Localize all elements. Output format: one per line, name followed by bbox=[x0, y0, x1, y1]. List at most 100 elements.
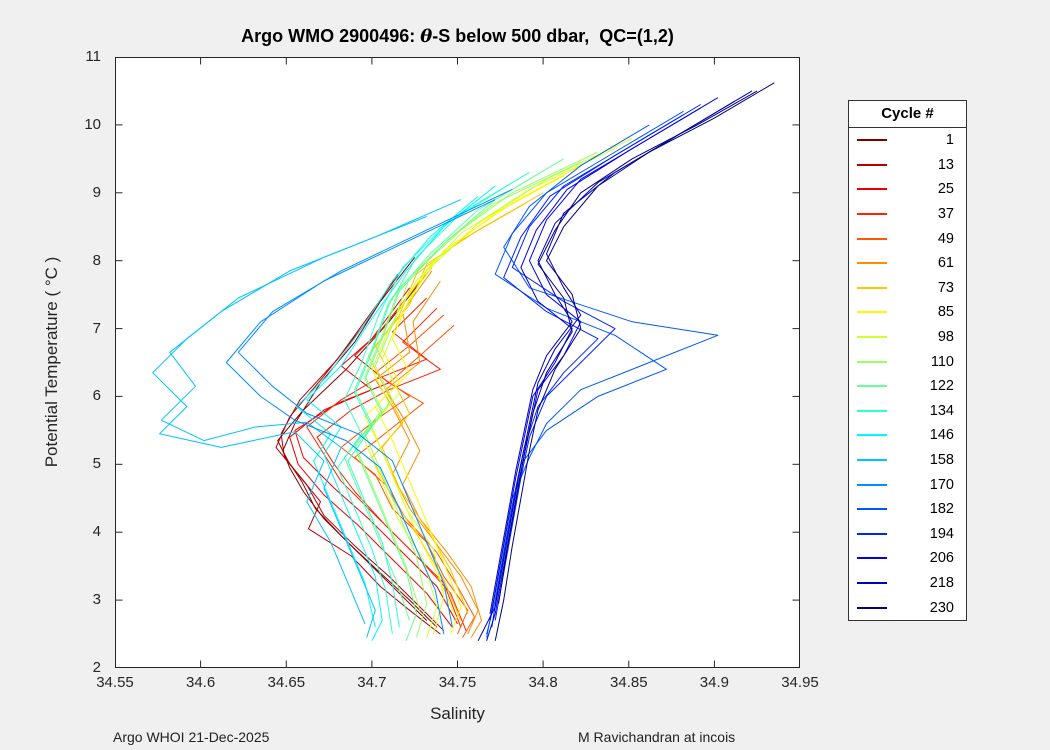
profile-line-cycle-61 bbox=[385, 280, 482, 638]
profile-line-cycle-194 bbox=[491, 114, 684, 628]
profile-line-cycle-170 bbox=[225, 199, 496, 635]
y-tick-label: 11 bbox=[85, 48, 101, 65]
x-axis-tick-labels: 34.55 34.6 34.65 34.7 34.75 34.8 34.85 34.9 34.9… bbox=[96, 674, 819, 694]
chart-title-prefix: Argo WMO 2900496: bbox=[241, 26, 421, 46]
legend-entry-label: 122 bbox=[929, 378, 954, 395]
profile-line-cycle-98 bbox=[362, 148, 616, 638]
legend-entry: 85 bbox=[849, 300, 966, 325]
legend-entry: 182 bbox=[849, 497, 966, 522]
profile-line-cycle-85 bbox=[364, 175, 564, 614]
legend-line-swatch bbox=[857, 286, 887, 289]
legend-entry-label: 182 bbox=[929, 501, 954, 518]
legend-line-swatch bbox=[857, 508, 887, 511]
legend-line-swatch bbox=[857, 532, 887, 535]
y-tick-label: 2 bbox=[92, 659, 101, 676]
legend-entry: 134 bbox=[849, 399, 966, 424]
legend-line-swatch bbox=[857, 557, 887, 560]
legend-entry-label: 194 bbox=[929, 525, 954, 542]
profile-line-cycle-230 bbox=[494, 82, 775, 641]
x-tick-label: 34.95 bbox=[781, 674, 819, 691]
chart-title: Argo WMO 2900496: θ-S below 500 dbar, QC… bbox=[115, 26, 800, 47]
legend-line-swatch bbox=[857, 360, 887, 363]
profile-line-cycle-146 bbox=[296, 195, 479, 628]
legend-entry: 25 bbox=[849, 177, 966, 202]
profile-line-cycle-98 bbox=[371, 138, 633, 635]
profile-line-cycle-122 bbox=[354, 158, 564, 641]
y-axis-tick-labels: 2 3 4 5 6 7 8 9 10 11 bbox=[0, 48, 107, 676]
legend-line-swatch bbox=[857, 606, 887, 609]
legend-line-swatch bbox=[857, 311, 887, 314]
x-tick-label: 34.85 bbox=[610, 674, 648, 691]
y-tick-label: 6 bbox=[92, 387, 101, 405]
profile-line-cycle-218 bbox=[477, 90, 753, 642]
x-tick-label: 34.65 bbox=[267, 674, 306, 691]
legend-entry-label: 218 bbox=[929, 574, 954, 591]
legend-entry: 61 bbox=[849, 251, 966, 276]
legend-entry-label: 1 bbox=[945, 132, 954, 149]
legend-line-swatch bbox=[857, 262, 887, 265]
legend-entry: 158 bbox=[849, 448, 966, 473]
legend-entry-label: 110 bbox=[930, 353, 954, 370]
profile-line-cycle-49 bbox=[354, 324, 476, 638]
y-tick-label: 4 bbox=[92, 523, 101, 541]
legend-line-swatch bbox=[857, 213, 887, 216]
legend-entry: 218 bbox=[849, 571, 966, 596]
theta-s-plot bbox=[115, 57, 800, 668]
legend-entry-label: 206 bbox=[929, 550, 954, 567]
profile-line-cycle-170 bbox=[237, 188, 513, 628]
legend-entry: 1 bbox=[849, 128, 966, 153]
legend-line-swatch bbox=[857, 139, 887, 142]
profile-line-cycle-25 bbox=[289, 287, 453, 628]
legend-entry-label: 158 bbox=[929, 452, 954, 469]
legend: Cycle # 1 13 25 37 49 61 73 85 98 110 122 134 146 158… bbox=[848, 100, 967, 621]
profile-line-cycle-85 bbox=[374, 165, 582, 635]
footer-credit-left: Argo WHOI 21-Dec-2025 bbox=[113, 729, 270, 745]
legend-entry-label: 230 bbox=[929, 599, 954, 616]
legend-line-swatch bbox=[857, 385, 887, 388]
footer-credit-right: M Ravichandran at incois bbox=[578, 729, 736, 745]
x-tick-label: 34.8 bbox=[528, 674, 558, 691]
profile-line-cycle-158 bbox=[152, 216, 427, 625]
legend-line-swatch bbox=[857, 459, 887, 462]
legend-entry-label: 25 bbox=[937, 181, 954, 198]
chart-title-suffix: -S below 500 dbar, QC=(1,2) bbox=[432, 26, 674, 46]
legend-entry-label: 98 bbox=[937, 329, 954, 346]
legend-entry: 13 bbox=[849, 153, 966, 178]
legend-line-swatch bbox=[857, 237, 887, 240]
profile-line-cycle-73 bbox=[374, 192, 544, 614]
profile-line-cycle-73 bbox=[368, 202, 527, 621]
legend-line-swatch bbox=[857, 336, 887, 339]
y-tick-label: 3 bbox=[92, 591, 101, 609]
legend-line-swatch bbox=[857, 483, 887, 486]
legend-line-swatch bbox=[857, 434, 887, 437]
y-tick-label: 5 bbox=[92, 455, 101, 473]
legend-entry-label: 146 bbox=[929, 427, 954, 444]
legend-entry: 170 bbox=[849, 472, 966, 497]
y-axis-label: Potential Temperature ( °C ) bbox=[42, 256, 61, 468]
legend-entry: 122 bbox=[849, 374, 966, 399]
legend-line-swatch bbox=[857, 581, 887, 584]
profile-line-cycle-182 bbox=[486, 124, 719, 638]
x-tick-label: 34.55 bbox=[96, 674, 134, 691]
profile-line-cycle-61 bbox=[374, 270, 479, 635]
legend-entry: 230 bbox=[849, 595, 966, 620]
y-tick-label: 9 bbox=[92, 183, 101, 201]
legend-entry-label: 13 bbox=[937, 156, 954, 173]
profile-line-cycle-25 bbox=[294, 280, 458, 625]
legend-entry-label: 85 bbox=[937, 304, 954, 321]
profile-line-cycle-158 bbox=[160, 199, 462, 638]
legend-line-swatch bbox=[857, 188, 887, 191]
profile-line-cycle-218 bbox=[489, 100, 736, 614]
legend-entry-label: 37 bbox=[937, 206, 954, 223]
legend-entry: 146 bbox=[849, 423, 966, 448]
legend-entry: 98 bbox=[849, 325, 966, 350]
x-axis-label: Salinity bbox=[430, 704, 485, 723]
x-tick-label: 34.9 bbox=[699, 674, 729, 691]
legend-entry-label: 134 bbox=[929, 402, 954, 419]
legend-entry-label: 49 bbox=[937, 230, 954, 247]
profile-line-cycle-122 bbox=[344, 168, 547, 621]
y-tick-label: 7 bbox=[92, 319, 101, 337]
legend-entry-label: 170 bbox=[929, 476, 954, 493]
legend-entries: 1 13 25 37 49 61 73 85 98 110 122 134 146 158 170 182 19… bbox=[849, 128, 966, 620]
legend-entry: 110 bbox=[849, 349, 966, 374]
